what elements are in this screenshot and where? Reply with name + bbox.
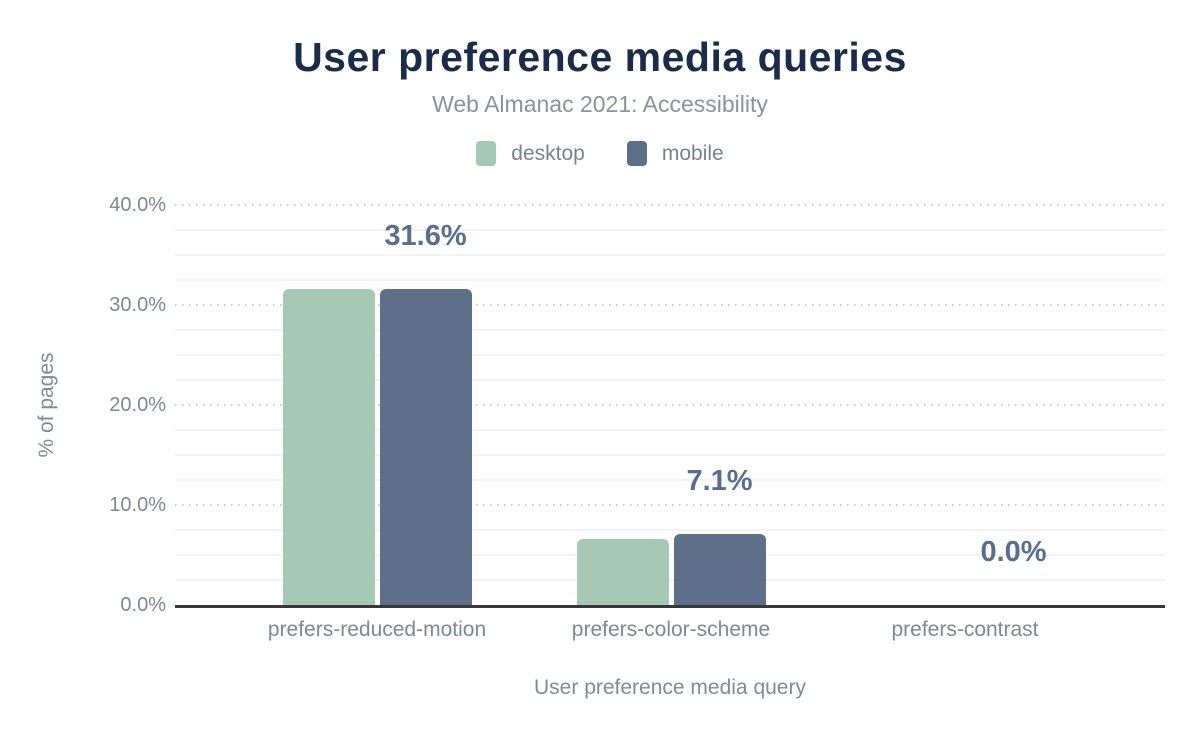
chart-subtitle: Web Almanac 2021: Accessibility [432, 91, 768, 117]
legend-item-desktop: desktop [476, 141, 585, 166]
y-tick-label: 30.0% [109, 294, 166, 316]
legend: desktop mobile [0, 141, 1200, 166]
gridline-major [175, 204, 1165, 206]
gridline-major [175, 404, 1165, 406]
y-tick-label: 10.0% [109, 494, 166, 516]
desktop-swatch-icon [476, 141, 497, 166]
legend-label-mobile: mobile [661, 141, 724, 165]
gridline-minor [175, 329, 1165, 331]
x-tick-label-prefers-reduced-motion: prefers-reduced-motion [267, 618, 487, 641]
gridline-minor [175, 554, 1165, 556]
gridline-minor [175, 279, 1165, 281]
data-label-prefers-contrast: 0.0% [980, 536, 1047, 568]
y-tick-label: 40.0% [109, 194, 166, 216]
x-tick-label-prefers-contrast: prefers-contrast [891, 618, 1039, 641]
gridline-minor [175, 579, 1165, 581]
gridline-minor [175, 429, 1165, 431]
gridline-minor [175, 229, 1165, 231]
legend-item-mobile: mobile [626, 141, 724, 166]
gridline-minor [175, 254, 1165, 256]
gridline-minor [175, 529, 1165, 531]
gridline-minor [175, 379, 1165, 381]
bar-desktop-prefers-reduced-motion [282, 289, 375, 605]
chart-title: User preference media queries [293, 34, 907, 80]
gridline-major [175, 504, 1165, 506]
mobile-swatch-icon [626, 141, 647, 166]
bar-desktop-prefers-color-scheme [576, 539, 669, 605]
x-axis-line [175, 605, 1165, 608]
gridline-major [175, 304, 1165, 306]
y-tick-label: 0.0% [120, 594, 166, 616]
x-axis-title: User preference media query [534, 676, 806, 699]
bar-mobile-prefers-color-scheme [673, 534, 766, 605]
legend-label-desktop: desktop [511, 141, 585, 165]
gridline-minor [175, 479, 1165, 481]
gridline-minor [175, 354, 1165, 356]
data-label-prefers-reduced-motion: 31.6% [384, 220, 467, 252]
bar-mobile-prefers-reduced-motion [379, 289, 472, 605]
data-label-prefers-color-scheme: 7.1% [686, 465, 753, 497]
gridline-minor [175, 454, 1165, 456]
plot-area: 31.6% 7.1% 0.0% [175, 204, 1165, 605]
x-tick-label-prefers-color-scheme: prefers-color-scheme [571, 618, 771, 641]
y-tick-label: 20.0% [109, 394, 166, 416]
